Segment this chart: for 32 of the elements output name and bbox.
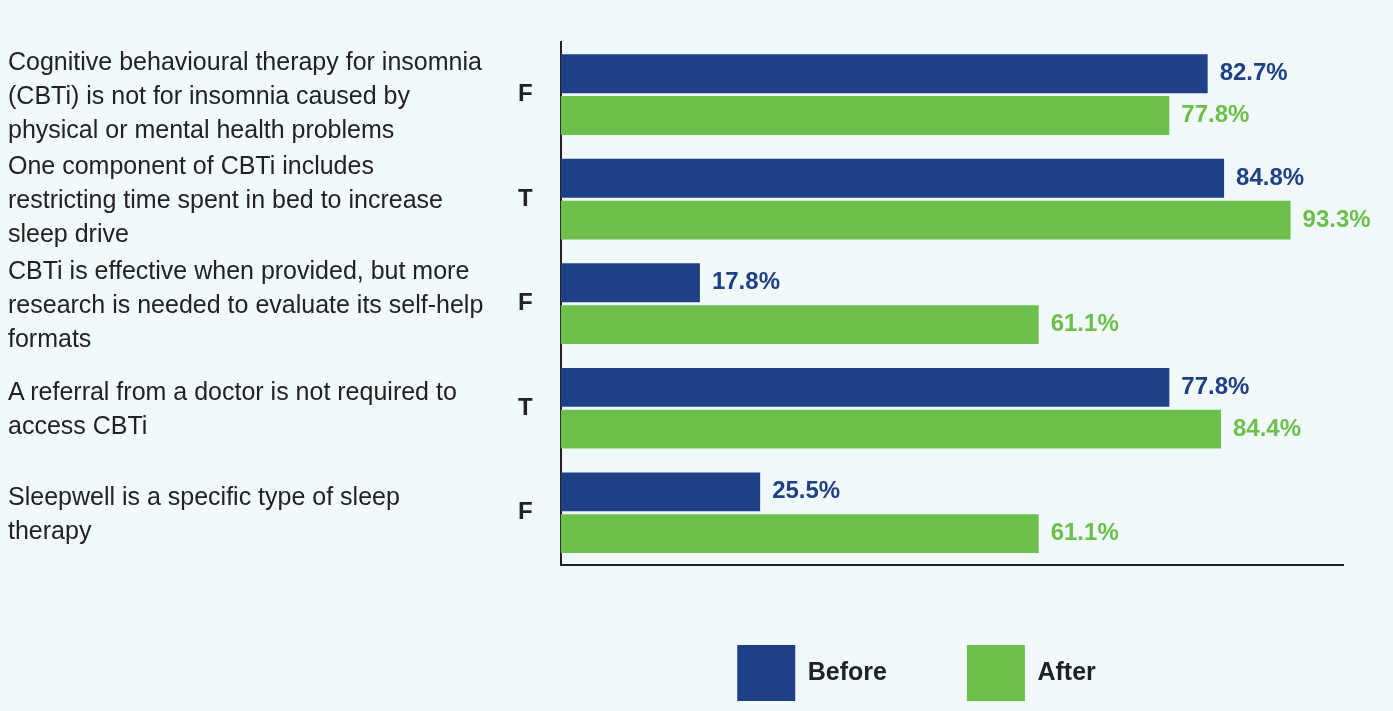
data-label: 61.1% [1050, 518, 1119, 546]
legend-label: After [1037, 656, 1097, 685]
data-label: 84.4% [1232, 413, 1302, 441]
data-label: 77.8% [1181, 371, 1250, 399]
y-tick-label: T [517, 183, 533, 211]
data-label: 93.3% [1302, 204, 1371, 232]
data-label: 82.7% [1219, 58, 1288, 86]
text: One component of CBTi includes restricting time spent in bed to increase sleep drive [8, 150, 444, 250]
bar [560, 409, 1221, 449]
bar [560, 263, 700, 303]
legend-label: Before [807, 656, 888, 685]
text: A referral from a doctor is not required to access CBTi [8, 376, 458, 442]
bar [560, 367, 1170, 407]
bar [560, 200, 1291, 240]
text: Sleepwell is a specific type of sleep therapy [8, 480, 401, 546]
bar [560, 514, 1039, 554]
text: CBTi is effective when provided, but more research is needed to evaluate its self-help formats [8, 254, 485, 354]
y-tick-label: T [517, 392, 533, 420]
data-label: 61.1% [1050, 309, 1119, 337]
y-tick-label: F [517, 79, 533, 107]
bar [560, 96, 1170, 136]
bar [560, 158, 1225, 198]
data-label: 84.8% [1236, 162, 1305, 190]
data-label: 17.8% [711, 267, 780, 295]
bar [560, 305, 1039, 345]
y-tick-label: F [517, 288, 533, 316]
data-label: 77.8% [1181, 100, 1250, 128]
bar [560, 54, 1208, 94]
text: Cognitive behavioural therapy for insomnia (CBTi) is not for insomnia caused by physical or mental health problems [8, 45, 483, 145]
y-tick-label: F [517, 497, 533, 525]
data-label: 25.5% [772, 476, 841, 504]
bar [560, 472, 761, 512]
